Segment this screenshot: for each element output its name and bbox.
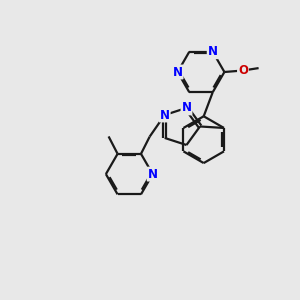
Text: N: N <box>160 109 170 122</box>
Text: N: N <box>148 168 158 181</box>
Text: N: N <box>172 65 183 79</box>
Text: O: O <box>238 64 248 77</box>
Text: N: N <box>208 45 218 58</box>
Text: N: N <box>182 101 191 114</box>
